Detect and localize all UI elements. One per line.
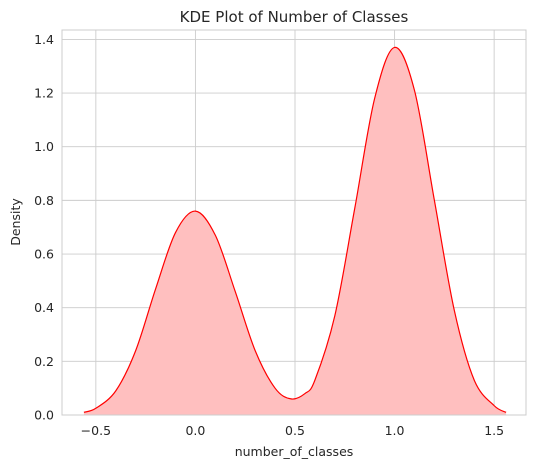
y-axis-label: Density bbox=[8, 198, 23, 246]
y-tick-labels: 0.0 0.2 0.4 0.6 0.8 1.0 1.2 1.4 bbox=[34, 32, 54, 423]
y-tick-label: 0.0 bbox=[34, 408, 54, 423]
plot-frame bbox=[61, 29, 527, 416]
x-tick-labels: −0.5 0.0 0.5 1.0 1.5 bbox=[81, 423, 504, 438]
x-tick-label: 0.5 bbox=[285, 423, 305, 438]
y-tick-label: 0.6 bbox=[34, 247, 54, 262]
x-tick-label: 1.0 bbox=[385, 423, 405, 438]
x-tick-label: 1.5 bbox=[484, 423, 504, 438]
y-tick-label: 0.4 bbox=[34, 300, 54, 315]
x-tick-label: −0.5 bbox=[81, 423, 111, 438]
y-tick-label: 1.2 bbox=[34, 86, 54, 101]
x-axis-label: number_of_classes bbox=[235, 444, 354, 459]
y-tick-label: 1.0 bbox=[34, 139, 54, 154]
y-tick-label: 0.8 bbox=[34, 193, 54, 208]
y-tick-label: 0.2 bbox=[34, 354, 54, 369]
y-tick-label: 1.4 bbox=[34, 32, 54, 47]
chart-title: KDE Plot of Number of Classes bbox=[180, 8, 409, 26]
kde-density-line bbox=[83, 46, 507, 413]
x-tick-label: 0.0 bbox=[185, 423, 205, 438]
kde-density-area bbox=[83, 47, 507, 416]
